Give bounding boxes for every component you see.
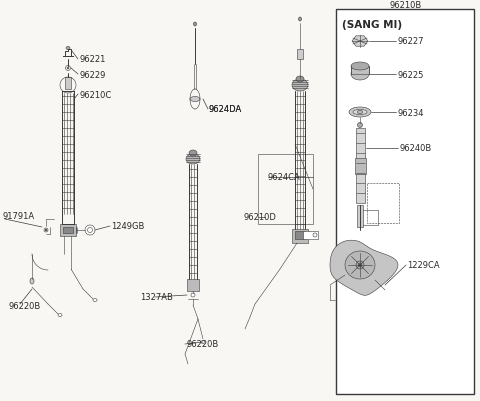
- Ellipse shape: [58, 314, 62, 317]
- Bar: [303, 231, 318, 239]
- Ellipse shape: [351, 63, 369, 71]
- Ellipse shape: [349, 108, 371, 118]
- Ellipse shape: [357, 111, 363, 114]
- Bar: [357, 205, 363, 227]
- Ellipse shape: [299, 18, 301, 22]
- Bar: [60, 225, 76, 237]
- Text: 96210D: 96210D: [243, 213, 276, 222]
- Text: 96234: 96234: [397, 108, 423, 117]
- Text: 1229CA: 1229CA: [407, 261, 440, 270]
- Bar: [297, 50, 303, 60]
- Ellipse shape: [351, 69, 369, 81]
- Text: 96210C: 96210C: [79, 90, 111, 99]
- Bar: [336, 10, 474, 394]
- Text: 1249GB: 1249GB: [111, 222, 144, 231]
- Text: 91791A: 91791A: [2, 212, 34, 221]
- Text: 9624CA: 9624CA: [268, 173, 301, 182]
- Ellipse shape: [190, 97, 200, 102]
- Text: 96220B: 96220B: [8, 302, 40, 311]
- Bar: [65, 78, 71, 90]
- Ellipse shape: [353, 110, 367, 115]
- Ellipse shape: [359, 264, 361, 267]
- Bar: [187, 279, 199, 291]
- Text: 96220B: 96220B: [186, 340, 218, 348]
- Text: 96210B: 96210B: [390, 2, 422, 10]
- Bar: [355, 158, 365, 174]
- Text: 96225: 96225: [397, 70, 423, 79]
- Text: 96240B: 96240B: [399, 144, 431, 153]
- Ellipse shape: [292, 80, 308, 92]
- Ellipse shape: [356, 261, 364, 269]
- Ellipse shape: [30, 278, 34, 284]
- Text: 96229: 96229: [79, 70, 106, 79]
- Ellipse shape: [93, 299, 97, 302]
- Text: 9624DA: 9624DA: [208, 105, 241, 114]
- Polygon shape: [330, 241, 398, 296]
- Bar: [258, 155, 313, 225]
- Bar: [367, 184, 398, 223]
- Text: 96221: 96221: [79, 55, 106, 64]
- Bar: [292, 229, 308, 243]
- Ellipse shape: [358, 123, 362, 128]
- Ellipse shape: [191, 293, 195, 297]
- Ellipse shape: [67, 68, 69, 70]
- Ellipse shape: [45, 229, 47, 231]
- Ellipse shape: [296, 77, 304, 83]
- Text: 9624DA: 9624DA: [208, 105, 241, 114]
- Ellipse shape: [201, 341, 205, 344]
- Ellipse shape: [66, 47, 70, 51]
- Ellipse shape: [85, 225, 95, 235]
- Ellipse shape: [186, 155, 200, 164]
- Ellipse shape: [65, 66, 71, 71]
- Ellipse shape: [189, 151, 197, 157]
- Ellipse shape: [87, 228, 93, 233]
- Text: 96227: 96227: [397, 37, 423, 47]
- Bar: [351, 67, 369, 75]
- Text: 1327AB: 1327AB: [140, 293, 173, 302]
- Polygon shape: [352, 37, 368, 47]
- Ellipse shape: [44, 229, 48, 233]
- Ellipse shape: [313, 233, 317, 237]
- Ellipse shape: [345, 251, 375, 279]
- Bar: [63, 227, 73, 233]
- Ellipse shape: [193, 23, 196, 27]
- Text: (SANG MI): (SANG MI): [342, 20, 402, 30]
- Bar: [356, 129, 364, 203]
- Bar: [295, 231, 305, 239]
